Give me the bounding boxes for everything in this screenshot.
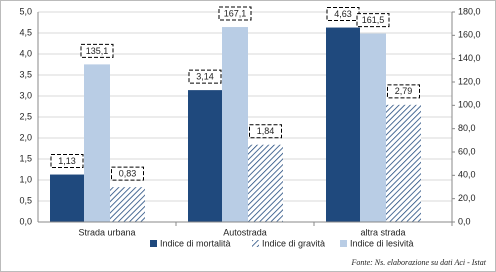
y2-tick-label: 0,0 [458, 216, 471, 226]
y-tick-label: 1,5 [19, 153, 32, 163]
y2-tick-label: 40,0 [458, 170, 476, 180]
bar [50, 174, 84, 222]
bar [360, 33, 386, 223]
value-label-box [249, 124, 282, 139]
bar [386, 104, 421, 222]
y-tick-label: 0,5 [19, 195, 32, 205]
value-label: 0,83 [119, 169, 137, 179]
y2-tick-label: 100,0 [458, 100, 481, 110]
value-label: 1,84 [257, 126, 275, 136]
value-label-box [356, 13, 390, 28]
value-label-box [111, 166, 144, 181]
y-tick-label: 4,0 [19, 48, 32, 58]
legend-label: Indice di lesività [350, 238, 414, 248]
y-tick-label: 3,5 [19, 69, 32, 79]
y2-tick-label: 120,0 [458, 76, 481, 86]
legend-swatch [150, 240, 157, 247]
value-label: 2,79 [395, 86, 413, 96]
value-label-box [80, 43, 114, 58]
y-tick-label: 3,0 [19, 90, 32, 100]
bar [326, 27, 360, 222]
value-label: 1,13 [58, 156, 76, 166]
x-tick-label: Autostrada [223, 227, 267, 237]
value-label: 4,63 [334, 9, 352, 19]
y2-tick-label: 60,0 [458, 146, 476, 156]
y2-tick-label: 80,0 [458, 123, 476, 133]
value-label-box [188, 69, 222, 84]
y-tick-label: 2,5 [19, 111, 32, 121]
y-tick-label: 2,0 [19, 132, 32, 142]
bar [110, 187, 145, 222]
value-label-box [218, 6, 252, 21]
value-label-box [387, 84, 420, 99]
x-tick-label: altra strada [360, 227, 405, 237]
value-label: 3,14 [196, 71, 214, 81]
legend-label: Indice di mortalità [160, 238, 231, 248]
bar [188, 90, 222, 223]
y2-tick-label: 140,0 [458, 53, 481, 63]
y-tick-label: 1,0 [19, 174, 32, 184]
y2-tick-label: 160,0 [458, 30, 481, 40]
value-label-box [50, 154, 84, 169]
x-tick-label: Strada urbana [78, 227, 135, 237]
legend-swatch [340, 240, 347, 247]
y2-tick-label: 20,0 [458, 193, 476, 203]
y-tick-label: 5,0 [19, 6, 32, 16]
legend-label: Indice di gravità [262, 238, 325, 248]
y-tick-label: 4,5 [19, 27, 32, 37]
y2-tick-label: 180,0 [458, 6, 481, 16]
bar [222, 27, 248, 222]
bar [248, 144, 283, 222]
legend-swatch [252, 240, 259, 247]
y-tick-label: 0,0 [19, 216, 32, 226]
bar [84, 64, 110, 222]
value-label: 167,1 [224, 8, 247, 18]
value-label: 135,1 [86, 46, 109, 56]
source-note: Fonte: Ns. elaborazione su dati Aci - Is… [350, 258, 486, 267]
value-label: 161,5 [362, 15, 385, 25]
